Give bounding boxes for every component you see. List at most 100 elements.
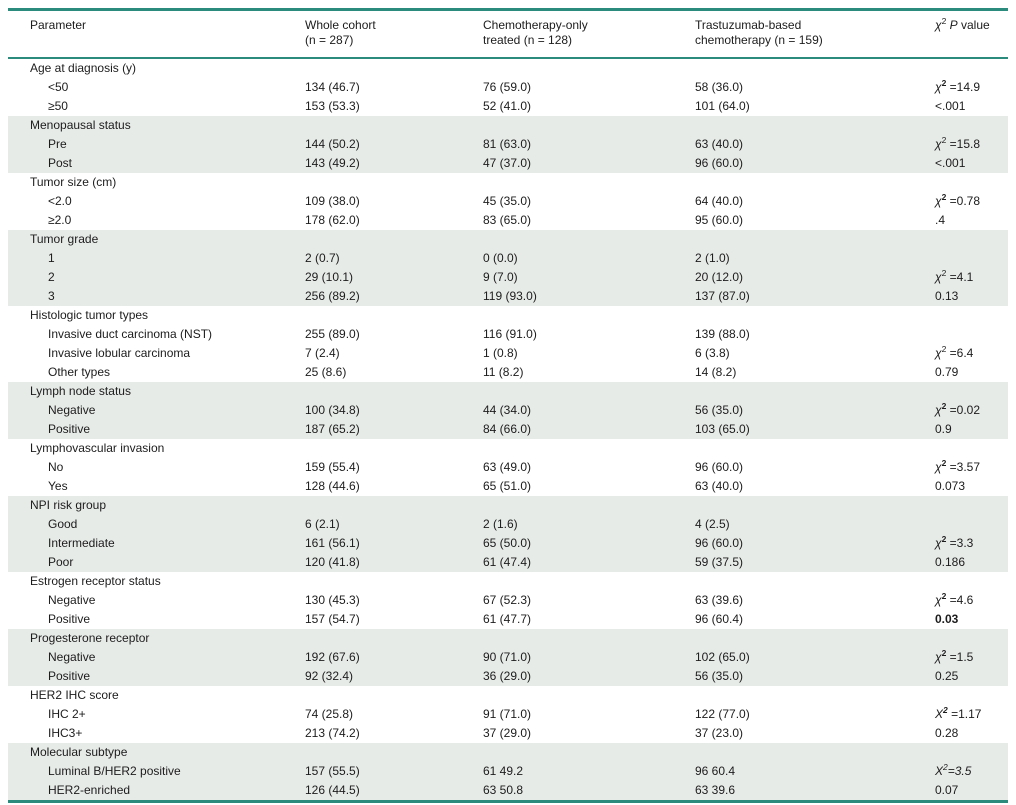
chi-value: =1.17 <box>947 707 982 721</box>
trastuzumab-cell: 56 (35.0) <box>695 669 744 683</box>
stat-cell: 0.13 <box>935 287 1008 306</box>
empty-cell <box>483 629 695 648</box>
param-label-cell: 3 <box>8 287 305 306</box>
stat-cell: X2=3.5 <box>935 762 1008 781</box>
whole-cohort-cell: 187 (65.2) <box>305 422 360 436</box>
param-label-cell: Negative <box>8 591 305 610</box>
trastuzumab-cell: 63 39.6 <box>695 783 736 797</box>
chi-symbol: X <box>935 764 944 778</box>
header-parameter: Parameter <box>8 10 305 59</box>
empty-cell <box>935 686 1008 705</box>
param-label: <2.0 <box>48 194 72 208</box>
empty-cell <box>695 743 935 762</box>
stat-cell: 0.25 <box>935 667 1008 686</box>
stat-cell: χ2 =0.78 <box>935 192 1008 211</box>
whole-cohort-cell: 192 (67.6) <box>305 650 360 664</box>
param-label-cell: ≥50 <box>8 97 305 116</box>
p-symbol: P <box>949 18 958 32</box>
stat-cell: χ2 =3.57 <box>935 458 1008 477</box>
param-group-label: Progesterone receptor <box>30 631 150 645</box>
empty-cell <box>483 743 695 762</box>
empty-cell <box>483 173 695 192</box>
trastuzumab-cell: 2 (1.0) <box>695 251 730 265</box>
stat-cell <box>935 325 1008 344</box>
stat-cell: χ2 =15.8 <box>935 135 1008 154</box>
whole-cohort-cell: 157 (54.7) <box>305 612 360 626</box>
param-label: Yes <box>48 479 68 493</box>
param-group-row: Tumor grade <box>8 230 1008 249</box>
chemo-only-cell: 119 (93.0) <box>483 289 537 303</box>
empty-cell <box>305 743 483 762</box>
param-group-row: HER2 IHC score <box>8 686 1008 705</box>
param-label-cell: Negative <box>8 401 305 420</box>
param-group-label: Tumor size (cm) <box>30 175 117 189</box>
param-label: HER2-enriched <box>48 783 131 797</box>
param-group-label: Estrogen receptor status <box>30 574 161 588</box>
table-row: 2 29 (10.1) 9 (7.0) 20 (12.0) χ2 =4.1 <box>8 268 1008 287</box>
param-label: ≥50 <box>48 99 68 113</box>
p-value: 0.073 <box>935 479 966 493</box>
header-whole-line1: Whole cohort <box>305 18 376 32</box>
chi-superscript: 2 <box>941 591 947 601</box>
whole-cohort-cell: 120 (41.8) <box>305 555 360 569</box>
chi-symbol: χ <box>935 536 942 550</box>
param-group-row: Lymphovascular invasion <box>8 439 1008 458</box>
chi-value: =0.78 <box>946 194 980 208</box>
empty-cell <box>305 629 483 648</box>
empty-cell <box>483 230 695 249</box>
empty-cell <box>483 686 695 705</box>
param-group-label-cell: Lymph node status <box>8 382 305 401</box>
trastuzumab-cell: 56 (35.0) <box>695 403 744 417</box>
param-label: Invasive lobular carcinoma <box>48 346 191 360</box>
p-value: <.001 <box>935 156 966 170</box>
stat-cell: 0.03 <box>935 610 1008 629</box>
stat-cell: 0.79 <box>935 363 1008 382</box>
param-label-cell: Invasive lobular carcinoma <box>8 344 305 363</box>
param-label-cell: ≥2.0 <box>8 211 305 230</box>
trastuzumab-cell: 20 (12.0) <box>695 270 744 284</box>
trastuzumab-cell: 96 (60.0) <box>695 460 744 474</box>
table-row: No 159 (55.4) 63 (49.0) 96 (60.0) χ2 =3.57 <box>8 458 1008 477</box>
header-whole-line2: (n = 287) <box>305 33 354 47</box>
param-group-label-cell: Lymphovascular invasion <box>8 439 305 458</box>
param-label-cell: Luminal B/HER2 positive <box>8 762 305 781</box>
whole-cohort-cell: 255 (89.0) <box>305 327 360 341</box>
chi-square-stat: χ2 =4.6 <box>935 591 973 607</box>
chi-symbol: χ <box>935 403 942 417</box>
chi-superscript: 2 <box>941 268 947 278</box>
header-parameter-label: Parameter <box>30 18 87 32</box>
param-group-label: Tumor grade <box>30 232 99 246</box>
chi-symbol: χ <box>935 460 942 474</box>
param-label: 2 <box>48 270 55 284</box>
param-label-cell: <2.0 <box>8 192 305 211</box>
stat-cell: 0.07 <box>935 781 1008 802</box>
trastuzumab-cell: 59 (37.5) <box>695 555 744 569</box>
trastuzumab-cell: 63 (39.6) <box>695 593 744 607</box>
empty-cell <box>935 306 1008 325</box>
table-row: Other types 25 (8.6) 11 (8.2) 14 (8.2) 0.79 <box>8 363 1008 382</box>
chi-superscript: 2 <box>943 705 948 715</box>
stat-cell: χ2 =1.5 <box>935 648 1008 667</box>
table-row: Pre 144 (50.2) 81 (63.0) 63 (40.0) χ2 =15.8 <box>8 135 1008 154</box>
stat-cell: χ2 =0.02 <box>935 401 1008 420</box>
param-label-cell: 2 <box>8 268 305 287</box>
chi-value: =4.1 <box>946 270 974 284</box>
trastuzumab-cell: 95 (60.0) <box>695 213 744 227</box>
param-label-cell: Invasive duct carcinoma (NST) <box>8 325 305 344</box>
param-label: Other types <box>48 365 111 379</box>
param-label: Invasive duct carcinoma (NST) <box>48 327 213 341</box>
empty-cell <box>305 496 483 515</box>
whole-cohort-cell: 144 (50.2) <box>305 137 360 151</box>
table-row: <50 134 (46.7) 76 (59.0) 58 (36.0) χ2 =14.9 <box>8 78 1008 97</box>
table-row: <2.0 109 (38.0) 45 (35.0) 64 (40.0) χ2 =0.78 <box>8 192 1008 211</box>
chemo-only-cell: 61 49.2 <box>483 764 524 778</box>
stat-cell: χ2 =4.1 <box>935 268 1008 287</box>
empty-cell <box>305 58 483 78</box>
chi-square-stat: χ2 =4.1 <box>935 268 974 284</box>
param-group-row: Lymph node status <box>8 382 1008 401</box>
chemo-only-cell: 47 (37.0) <box>483 156 532 170</box>
param-label-cell: Post <box>8 154 305 173</box>
chi-square-stat: X2=3.5 <box>935 763 971 778</box>
empty-cell <box>305 439 483 458</box>
chemo-only-cell: 61 (47.7) <box>483 612 532 626</box>
